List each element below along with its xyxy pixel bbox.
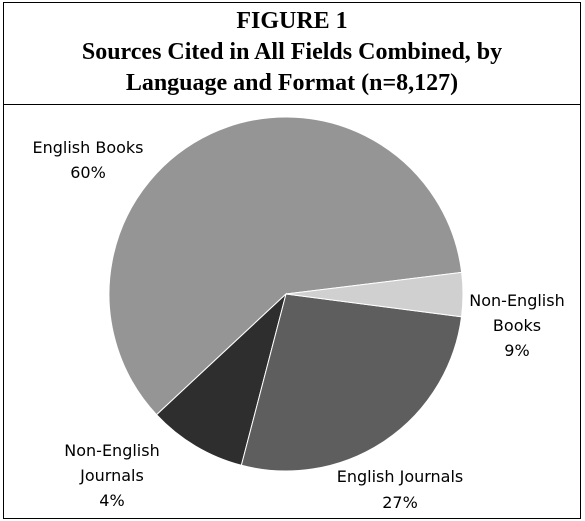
- pie-slice-english-journals: [240, 293, 463, 472]
- slice-label-line: Non-English: [469, 291, 564, 310]
- figure-title-line-2: Sources Cited in All Fields Combined, by: [81, 39, 503, 65]
- pie-slices: [108, 116, 464, 472]
- slice-label-line: English Journals: [337, 467, 464, 486]
- slice-label-line: 60%: [70, 163, 106, 182]
- pie-slice-english-books: [108, 116, 463, 416]
- slice-label-line: 27%: [382, 493, 418, 512]
- slice-label-line: Journals: [79, 466, 144, 485]
- figure-title: FIGURE 1 Sources Cited in All Fields Com…: [4, 3, 580, 105]
- slice-label-line: Books: [493, 316, 541, 335]
- figure-title-line-3: Language and Format (n=8,127): [125, 70, 459, 96]
- slice-label-english-journals: English Journals 27%: [337, 467, 464, 512]
- figure-frame: FIGURE 1 Sources Cited in All Fields Com…: [3, 2, 581, 519]
- pie-labels: English Books 60% Non-English Books 9% Englis…: [32, 138, 564, 512]
- slice-label-line: Non-English: [64, 441, 159, 460]
- slice-label-non-english-books: Non-English Books 9%: [469, 291, 564, 360]
- slice-label-line: 4%: [99, 491, 124, 510]
- slice-label-line: English Books: [32, 138, 143, 157]
- slice-label-non-english-journals: Non-English Journals 4%: [64, 441, 159, 510]
- figure-title-line-1: FIGURE 1: [236, 8, 348, 34]
- slice-label-english-books: English Books 60%: [32, 138, 143, 182]
- slice-label-line: 9%: [504, 341, 529, 360]
- pie-slice-non-english-books: [155, 292, 287, 466]
- pie-slice-non-english-journals: [285, 271, 464, 318]
